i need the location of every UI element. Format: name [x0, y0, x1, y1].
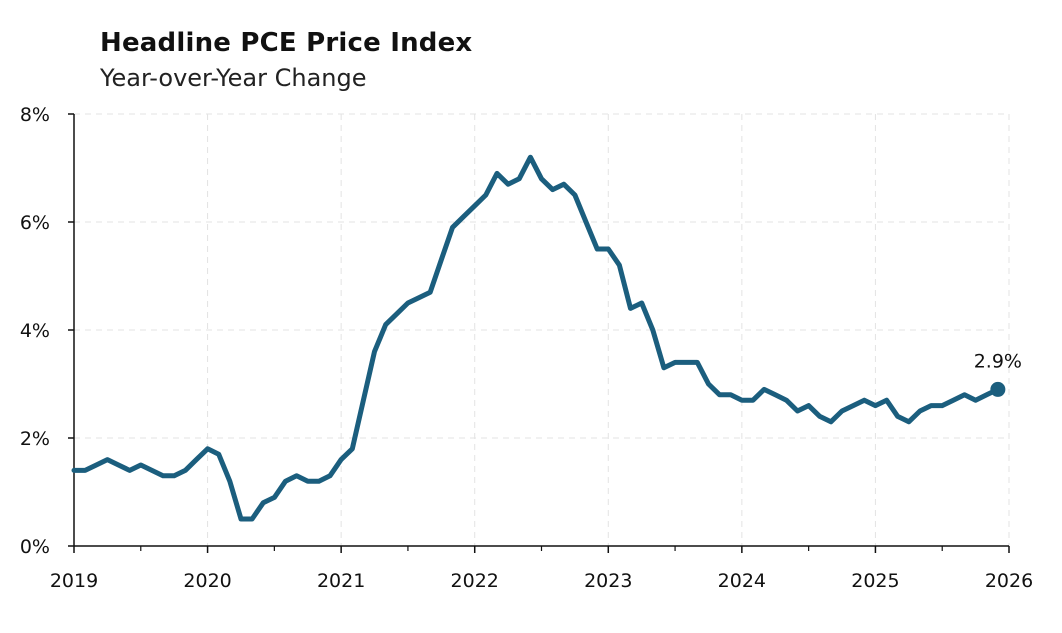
axes [68, 113, 1010, 553]
latest-value-label: 2.9% [974, 350, 1022, 372]
series-line [71, 154, 1001, 522]
x-tick-label: 2019 [50, 570, 98, 592]
x-tick-label: 2020 [183, 570, 231, 592]
x-tick-label: 2023 [584, 570, 632, 592]
x-tick-label: 2022 [451, 570, 499, 592]
y-tick-label: 2% [20, 428, 50, 450]
x-tick-label: 2026 [985, 570, 1033, 592]
chart-subtitle: Year-over-Year Change [100, 64, 367, 92]
y-tick-label: 6% [20, 212, 50, 234]
y-tick-label: 4% [20, 320, 50, 342]
x-tick-label: 2025 [851, 570, 899, 592]
annotation-group: 2.9% [974, 350, 1022, 397]
tick-labels: 0% 2% 4% 6% 8% 2019 2020 2021 2022 2023 2024 2025 20… [20, 104, 1033, 592]
y-tick-label: 0% [20, 536, 50, 558]
x-tick-label: 2024 [718, 570, 766, 592]
gridlines [74, 113, 1010, 546]
latest-point-marker [990, 381, 1006, 397]
y-tick-label: 8% [20, 104, 50, 126]
series-group [71, 154, 1001, 522]
x-tick-label: 2021 [317, 570, 365, 592]
chart-title: Headline PCE Price Index [100, 28, 473, 58]
